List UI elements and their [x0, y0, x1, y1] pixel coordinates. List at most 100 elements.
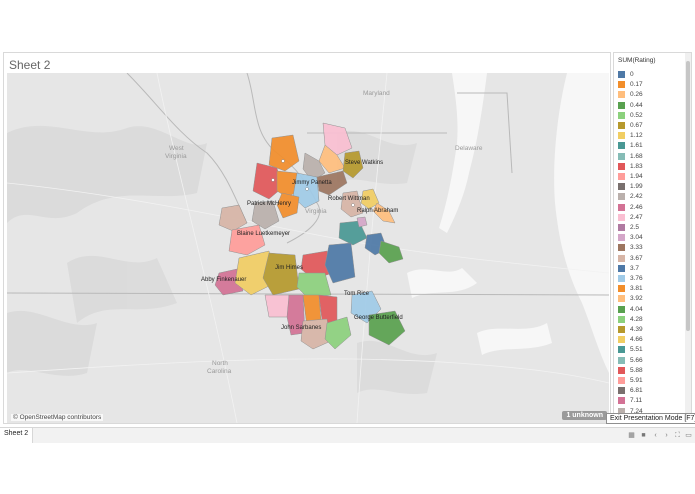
place-label-north-carolina-line2: Carolina: [207, 368, 232, 375]
district-shape: [356, 216, 368, 228]
legend-swatch: [618, 295, 625, 303]
legend-swatch: [618, 305, 625, 313]
legend-swatch: [618, 152, 625, 160]
legend-label: 5.66: [630, 356, 643, 364]
legend-item[interactable]: 3.7: [618, 264, 639, 273]
legend-item[interactable]: 5.91: [618, 376, 643, 385]
next-sheet-icon[interactable]: ›: [665, 432, 668, 439]
legend-item[interactable]: 1.94: [618, 172, 643, 181]
legend-swatch: [618, 407, 625, 415]
legend-item[interactable]: 0.44: [618, 101, 643, 110]
district-label: John Sarbanes: [281, 325, 321, 331]
legend-item[interactable]: 5.88: [618, 366, 643, 375]
legend-swatch: [618, 91, 625, 99]
district-shape: [318, 144, 346, 174]
legend-item[interactable]: 1.12: [618, 131, 643, 140]
legend-item[interactable]: 3.67: [618, 254, 643, 263]
legend-item[interactable]: 4.66: [618, 335, 643, 344]
legend-item[interactable]: 3.92: [618, 294, 643, 303]
legend-label: 3.04: [630, 234, 643, 242]
tab-sheet-2[interactable]: Sheet 2: [0, 428, 34, 443]
district-label: George Butterfield: [354, 315, 403, 321]
legend-label: 5.51: [630, 346, 643, 354]
legend-item[interactable]: 2.5: [618, 223, 639, 232]
legend-label: 1.83: [630, 162, 643, 170]
legend-item[interactable]: 0.52: [618, 111, 643, 120]
legend-item[interactable]: 2.46: [618, 203, 643, 212]
unknown-indicator[interactable]: 1 unknown: [562, 411, 607, 420]
legend-item[interactable]: 2.42: [618, 192, 643, 201]
district-shape: [218, 204, 248, 232]
district-shape: [360, 188, 380, 210]
legend-label: 1.94: [630, 173, 643, 180]
legend-item[interactable]: 7.24: [618, 407, 643, 415]
district-shape: [286, 294, 306, 336]
presentation-mode-icon[interactable]: ▭: [685, 432, 692, 439]
legend-scrollbar[interactable]: [685, 53, 691, 415]
legend-swatch: [618, 81, 625, 89]
legend-item[interactable]: 1.83: [618, 162, 643, 171]
previous-sheet-icon[interactable]: ‹: [654, 432, 657, 439]
legend-item[interactable]: 0: [618, 70, 634, 79]
legend-item[interactable]: 3.81: [618, 284, 643, 293]
legend-swatch: [618, 275, 625, 282]
district-label: Jim Himes: [275, 265, 303, 271]
map-view[interactable]: Maryland Delaware West Virginia Virginia…: [7, 73, 609, 423]
district-shape: [276, 170, 300, 198]
legend-item[interactable]: 4.04: [618, 305, 643, 314]
legend-item[interactable]: 1.99: [618, 182, 643, 191]
district-label: Jimmy Panetta: [292, 180, 332, 186]
legend-label: 7.24: [630, 407, 643, 415]
legend-item[interactable]: 0.67: [618, 121, 643, 130]
legend-label: 1.68: [630, 152, 643, 160]
legend-label: 0.26: [630, 91, 643, 99]
legend-swatch: [618, 183, 625, 191]
legend-swatch: [618, 387, 625, 395]
legend-item[interactable]: 0.26: [618, 90, 643, 99]
district-shape: [292, 172, 320, 209]
legend-swatch: [618, 162, 625, 170]
legend-label: 0.44: [630, 101, 643, 109]
place-label-north-carolina-line1: North: [212, 360, 228, 367]
legend-item[interactable]: 7.11: [618, 396, 642, 405]
legend-swatch: [618, 224, 625, 231]
legend-scroll-thumb[interactable]: [686, 61, 690, 331]
legend-item[interactable]: 5.66: [618, 356, 643, 365]
legend-item[interactable]: 2.47: [618, 213, 643, 222]
legend-item[interactable]: 4.28: [618, 315, 643, 324]
legend-swatch: [618, 264, 625, 272]
legend-label: 5.91: [630, 377, 643, 384]
list-view-icon[interactable]: ■: [641, 432, 646, 439]
legend-swatch: [618, 326, 625, 333]
legend-label: 2.46: [630, 203, 643, 211]
legend-swatch: [618, 213, 625, 221]
legend-item[interactable]: 3.76: [618, 274, 643, 283]
legend-item[interactable]: 6.81: [618, 386, 643, 395]
district-shape: [234, 250, 276, 296]
legend-item[interactable]: 3.04: [618, 233, 643, 242]
legend-item[interactable]: 1.68: [618, 152, 643, 161]
fullscreen-icon[interactable]: ⛶: [675, 432, 680, 439]
district-shape: [228, 224, 266, 256]
legend-item[interactable]: 3.33: [618, 243, 643, 252]
district-label: Tom Rice: [344, 291, 370, 297]
legend-item[interactable]: 4.39: [618, 325, 643, 334]
legend-item[interactable]: 1.61: [618, 141, 643, 150]
district-shape: [324, 242, 356, 284]
legend-swatch: [618, 356, 625, 364]
place-label-west-virginia-line2: Virginia: [165, 153, 187, 160]
sheet-title: Sheet 2: [9, 58, 51, 72]
legend-label: 4.66: [630, 336, 643, 344]
presentation-mode-tooltip: Exit Presentation Mode [F7]: [606, 413, 695, 424]
district-shape: [368, 310, 406, 346]
legend-label: 2.5: [630, 224, 640, 231]
grid-view-icon[interactable]: ▦: [628, 432, 635, 439]
legend-item[interactable]: 5.51: [618, 345, 643, 354]
legend-label: 0.17: [630, 81, 643, 89]
district-shape: [264, 294, 290, 318]
legend-swatch: [618, 132, 625, 140]
legend-item[interactable]: 0.17: [618, 80, 643, 89]
legend-label: 3.33: [630, 244, 643, 252]
place-label-virginia: Virginia: [305, 208, 327, 215]
map-attribution[interactable]: © OpenStreetMap contributors: [11, 414, 104, 421]
